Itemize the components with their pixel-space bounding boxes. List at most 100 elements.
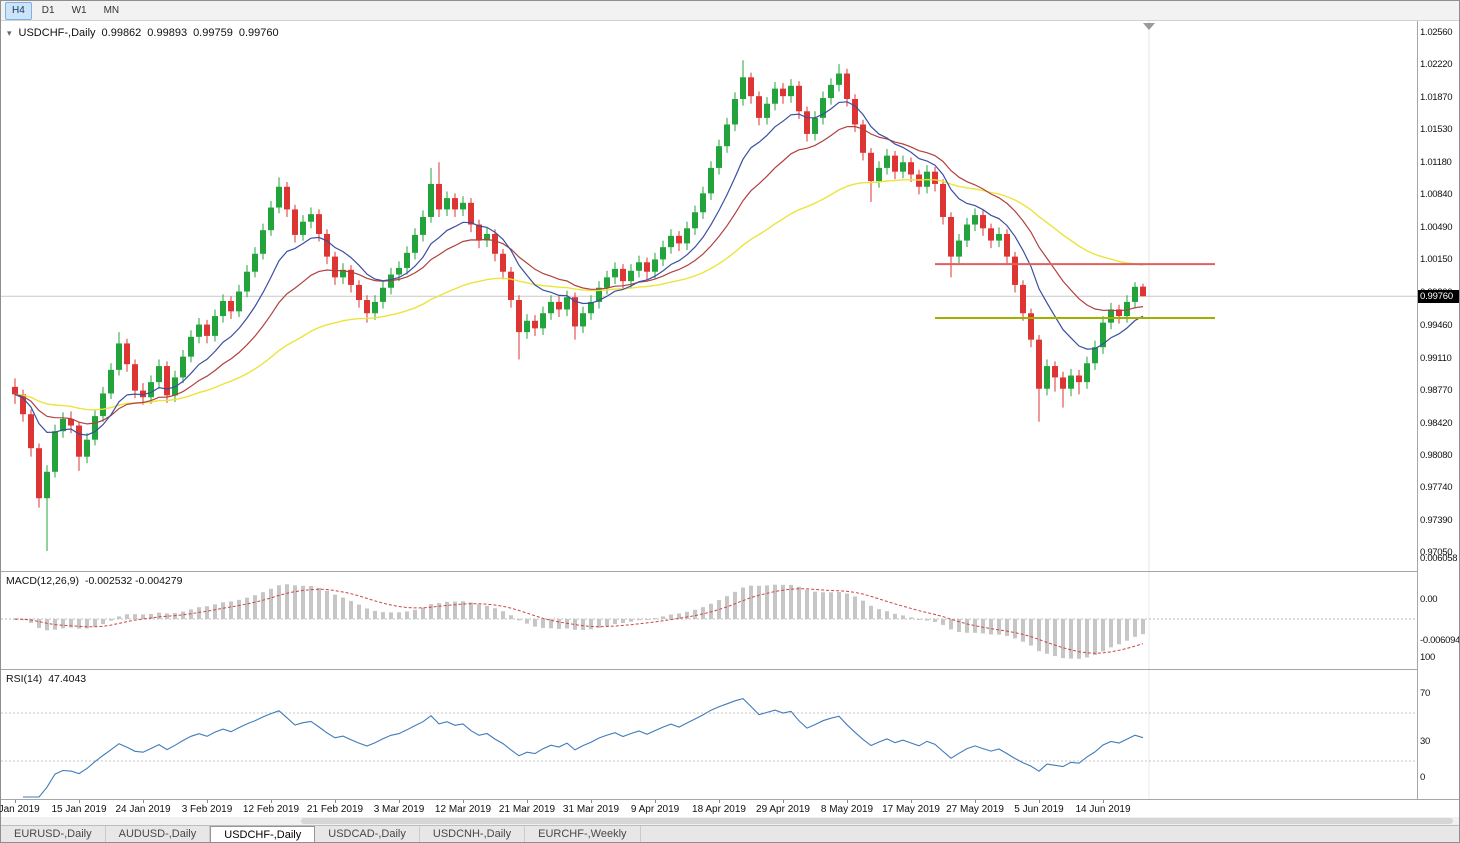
time-axis-tick [143,800,144,803]
timeframe-button-mn[interactable]: MN [103,5,120,16]
timeframe-button-w1[interactable]: W1 [71,5,87,16]
chart-tab[interactable]: EURUSD-,Daily [1,826,106,842]
price-axis[interactable]: 1.02560 1.02220 1.01870 1.01530 1.01180 1.008… [1417,21,1459,799]
time-axis-label: 8 May 2019 [820,804,874,815]
price-axis-label: 1.00490 [1420,222,1453,234]
rsi-axis-label: 0 [1420,772,1425,783]
time-axis-label: 24 Jan 2019 [115,804,171,815]
time-axis-tick [527,800,528,803]
horizontal-scrollbar [1,817,1459,825]
chart-tab[interactable]: USDCHF-,Daily [210,826,316,842]
time-axis-tick [271,800,272,803]
rsi-axis-label: 30 [1420,736,1430,747]
time-axis-tick [79,800,80,803]
time-axis-label: 3 Feb 2019 [181,804,233,815]
time-axis-tick [783,800,784,803]
ohlc-high: 0.99893 [147,27,188,39]
rsi-name: RSI(14) [6,673,43,685]
time-axis-label: 6 Jan 2019 [0,804,40,815]
ohlc-open: 0.99862 [101,27,142,39]
timeframe-button-h4[interactable]: H4 [5,1,32,20]
price-axis-label: 1.01870 [1420,92,1453,104]
time-axis-tick [463,800,464,803]
time-axis-tick [847,800,848,803]
rsi-indicator-label: RSI(14) 47.4043 [6,673,86,685]
panel-separator[interactable] [1,571,1459,572]
symbol-name: USDCHF-,Daily [18,27,96,39]
time-axis-label: 3 Mar 2019 [373,804,425,815]
ma-mid-line [14,125,1144,425]
rsi-axis-label: 70 [1420,688,1430,699]
panel-separator[interactable] [1,669,1459,670]
time-axis-label: 17 May 2019 [882,804,940,815]
time-axis-label: 18 Apr 2019 [692,804,746,815]
macd-panel[interactable] [1,572,1417,669]
time-axis-label: 15 Jan 2019 [51,804,107,815]
price-axis-label: 1.00150 [1420,254,1453,266]
time-axis-tick [1039,800,1040,803]
current-price-tag: 0.99760 [1418,290,1459,304]
ma-slow-line [14,178,1144,411]
price-axis-label: 0.98420 [1420,417,1453,429]
time-axis-label: 12 Feb 2019 [242,804,300,815]
price-axis-label: 1.01530 [1420,124,1453,136]
time-axis-label: 21 Mar 2019 [498,804,556,815]
time-axis-label: 31 Mar 2019 [562,804,620,815]
time-axis-tick [207,800,208,803]
chart-tab-bar: EURUSD-,Daily AUDUSD-,Daily USDCHF-,Daily U… [1,825,1459,842]
macd-axis-label: -0.006094 [1420,635,1459,647]
price-axis-label: 0.97050 [1420,547,1453,558]
price-axis-label: 0.99460 [1420,319,1453,331]
rsi-line [23,697,1144,798]
ma-fast-line [14,101,1144,436]
time-axis-tick [975,800,976,803]
price-axis-label: 1.00840 [1420,189,1453,201]
price-axis-label: 1.01180 [1420,157,1452,169]
price-axis-label: 1.02220 [1420,59,1453,71]
rsi-panel[interactable] [1,670,1417,799]
price-axis-label: 1.02560 [1420,27,1453,38]
timeframe-toolbar: H4 D1 W1 MN [1,1,1459,21]
time-axis-label: 27 May 2019 [946,804,1004,815]
time-axis-label: 21 Feb 2019 [306,804,364,815]
time-axis[interactable]: 6 Jan 2019 15 Jan 2019 24 Jan 2019 3 Feb 20… [0,799,1459,817]
macd-histogram [13,584,1145,659]
rsi-axis-label: 100 [1420,652,1435,663]
chart-shift-marker-icon[interactable] [1143,23,1155,30]
time-axis-tick [591,800,592,803]
time-axis-tick [1103,800,1104,803]
price-axis-label: 0.98770 [1420,384,1453,396]
macd-values: -0.002532 -0.004279 [84,575,183,587]
time-axis-tick [655,800,656,803]
time-axis-label: 14 Jun 2019 [1075,804,1131,815]
time-axis-tick [335,800,336,803]
time-axis-label: 12 Mar 2019 [434,804,492,815]
macd-name: MACD(12,26,9) [6,575,79,587]
ohlc-close: 0.99760 [238,27,279,39]
candles [12,60,1146,552]
price-chart-panel[interactable] [1,21,1417,571]
macd-axis-label: 0.006058 [1420,553,1458,564]
time-axis-tick [911,800,912,803]
ohlc-low: 0.99759 [193,27,233,39]
one-click-trading-arrow-icon[interactable]: ▾ [7,28,12,38]
time-axis-tick [399,800,400,803]
scrollbar-thumb[interactable] [301,818,1453,824]
time-axis-tick [15,800,16,803]
price-axis-label: 0.98080 [1420,449,1453,461]
chart-tab[interactable]: USDCAD-,Daily [315,826,420,842]
chart-tab[interactable]: EURCHF-,Weekly [525,826,641,842]
macd-signal-line [14,588,1144,654]
time-axis-label: 29 Apr 2019 [756,804,810,815]
price-axis-label: 0.97740 [1420,481,1453,493]
price-axis-label: 0.99110 [1420,352,1452,364]
time-axis-label: 9 Apr 2019 [630,804,680,815]
chart-tab[interactable]: USDCNH-,Daily [420,826,526,842]
price-axis-label: 0.97390 [1420,514,1453,526]
macd-axis-label: 0.00 [1420,594,1438,605]
macd-indicator-label: MACD(12,26,9) -0.002532 -0.004279 [6,575,182,587]
timeframe-button-d1[interactable]: D1 [41,5,55,16]
chart-tab[interactable]: AUDUSD-,Daily [106,826,211,842]
time-axis-tick [719,800,720,803]
